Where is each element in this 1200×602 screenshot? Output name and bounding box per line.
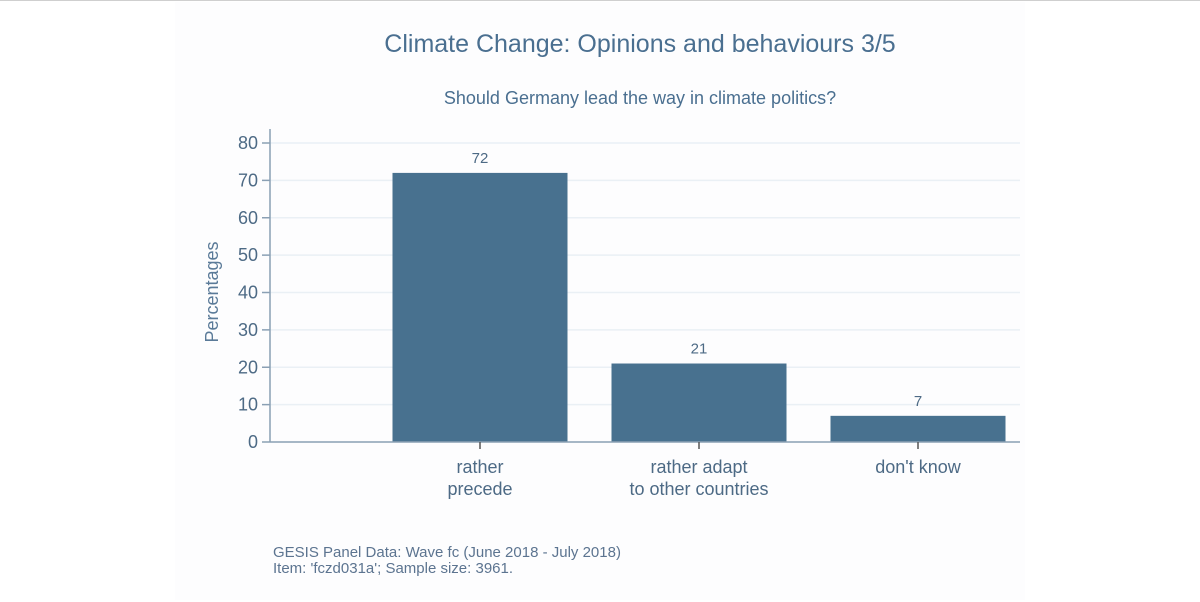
y-tick-label: 0 <box>248 432 258 452</box>
y-tick-label: 40 <box>238 283 258 303</box>
y-tick-label: 50 <box>238 245 258 265</box>
chart-panel <box>175 2 1025 600</box>
chart-subtitle: Should Germany lead the way in climate p… <box>444 88 836 108</box>
y-tick-label: 80 <box>238 133 258 153</box>
bar <box>611 363 787 442</box>
x-tick-label: rather adapt <box>650 457 747 477</box>
bar <box>830 415 1006 442</box>
bars: 72 21 7 <box>392 150 1006 442</box>
bar <box>392 172 568 442</box>
chart-title: Climate Change: Opinions and behaviours … <box>384 30 895 58</box>
y-tick-label: 30 <box>238 320 258 340</box>
y-tick-label: 70 <box>238 170 258 190</box>
y-tick-label: 60 <box>238 208 258 228</box>
source-note: GESIS Panel Data: Wave fc (June 2018 - J… <box>273 544 621 561</box>
data-label: 21 <box>691 341 708 358</box>
x-tick-label: rather <box>456 457 503 477</box>
x-tick-label: precede <box>447 479 512 499</box>
data-label: 7 <box>914 393 922 410</box>
y-tick-label: 20 <box>238 357 258 377</box>
data-label: 72 <box>472 150 489 167</box>
y-axis-label: Percentages <box>202 241 222 342</box>
x-tick-label: to other countries <box>629 479 768 499</box>
x-tick-label: don't know <box>875 457 961 477</box>
y-tick-label: 10 <box>238 395 258 415</box>
item-note: Item: 'fczd031a'; Sample size: 3961. <box>273 560 513 577</box>
